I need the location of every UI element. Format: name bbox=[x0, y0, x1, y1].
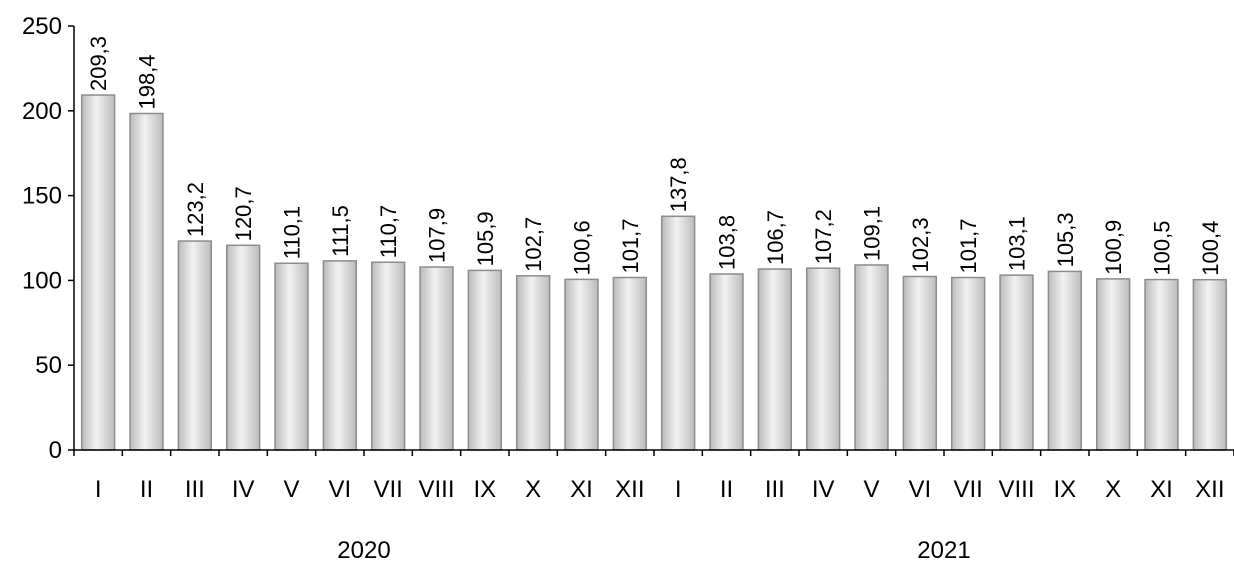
x-tick-label: IX bbox=[473, 476, 496, 503]
bar-value-label: 103,1 bbox=[1005, 216, 1030, 271]
bar bbox=[1047, 270, 1083, 451]
bar bbox=[274, 262, 309, 451]
x-tick-label: X bbox=[525, 476, 541, 503]
bar-value-label: 123,2 bbox=[183, 182, 208, 237]
bar bbox=[902, 275, 938, 451]
bar-value-label: 111,5 bbox=[328, 205, 353, 257]
x-tick-label: XII bbox=[1195, 476, 1224, 503]
bar bbox=[419, 266, 454, 451]
x-tick-label: X bbox=[1105, 476, 1121, 503]
x-tick-label: IV bbox=[232, 476, 255, 503]
bar bbox=[564, 278, 599, 451]
x-tick-label: VI bbox=[328, 476, 351, 503]
y-tick-label: 100 bbox=[22, 267, 62, 294]
bar bbox=[225, 244, 261, 451]
bar bbox=[1095, 278, 1131, 451]
bar bbox=[177, 240, 213, 451]
bar-value-label: 100,4 bbox=[1198, 221, 1223, 276]
bar bbox=[950, 276, 986, 451]
bar-value-label: 103,8 bbox=[715, 215, 740, 270]
x-tick-label: VIII bbox=[418, 476, 454, 503]
bar bbox=[854, 264, 889, 451]
bar-value-label: 110,1 bbox=[280, 206, 305, 259]
bar bbox=[1192, 278, 1228, 451]
bar-value-label: 105,3 bbox=[1053, 212, 1078, 267]
x-tick-label: XII bbox=[615, 476, 644, 503]
x-tick-label: V bbox=[863, 476, 879, 503]
bar bbox=[612, 276, 648, 451]
bar bbox=[467, 269, 503, 451]
year-group-label: 2021 bbox=[917, 537, 970, 561]
bar-value-label: 109,1 bbox=[860, 206, 885, 261]
x-tick-label: I bbox=[675, 476, 682, 503]
bar-value-label: 102,3 bbox=[908, 217, 933, 272]
bar-value-label: 102,7 bbox=[521, 217, 546, 272]
x-tick-label: IV bbox=[812, 476, 835, 503]
x-tick-label: VI bbox=[908, 476, 931, 503]
y-tick-label: 50 bbox=[35, 352, 62, 379]
x-tick-label: XI bbox=[1150, 476, 1173, 503]
x-tick-label: II bbox=[720, 476, 733, 503]
x-tick-label: IX bbox=[1053, 476, 1076, 503]
bar-value-label: 209,3 bbox=[86, 36, 111, 91]
bar bbox=[515, 275, 551, 451]
bar bbox=[757, 268, 793, 451]
bar bbox=[370, 261, 406, 451]
bar-value-label: 101,7 bbox=[956, 218, 981, 273]
x-tick-label: I bbox=[95, 476, 102, 503]
bar bbox=[129, 112, 164, 451]
x-tick-label: II bbox=[140, 476, 153, 503]
bar-value-label: 107,2 bbox=[811, 209, 836, 264]
bar-value-label: 101,7 bbox=[618, 218, 643, 273]
bar-value-label: 110,7 bbox=[376, 205, 401, 258]
x-tick-label: V bbox=[283, 476, 299, 503]
year-group-label: 2020 bbox=[337, 537, 390, 561]
bar-value-label: 137,8 bbox=[666, 157, 691, 212]
y-tick-label: 150 bbox=[22, 183, 62, 210]
bar bbox=[322, 260, 358, 451]
data-labels-layer: 209,3 198,4 123,2 120,7 110,1 111,5 110,7 107,9… bbox=[86, 36, 1223, 276]
bar bbox=[80, 94, 116, 451]
bar-value-label: 198,4 bbox=[135, 54, 160, 109]
bar bbox=[709, 273, 744, 451]
y-tick-label: 250 bbox=[22, 13, 62, 40]
bar-value-label: 100,9 bbox=[1101, 220, 1126, 275]
bar bbox=[805, 267, 841, 451]
bar bbox=[1144, 278, 1179, 451]
x-tick-label: III bbox=[185, 476, 205, 503]
bar-value-label: 100,5 bbox=[1150, 220, 1175, 275]
x-tick-label: VIII bbox=[998, 476, 1034, 503]
y-tick-label: 0 bbox=[49, 437, 62, 464]
x-tick-label: VII bbox=[953, 476, 982, 503]
x-tick-label: VII bbox=[373, 476, 402, 503]
bar-value-label: 107,9 bbox=[425, 208, 450, 263]
x-tick-label: XI bbox=[570, 476, 593, 503]
bar bbox=[660, 215, 696, 451]
bar-value-label: 120,7 bbox=[231, 186, 256, 241]
bar-value-label: 105,9 bbox=[473, 211, 498, 266]
y-tick-label: 200 bbox=[22, 98, 62, 125]
bar-value-label: 100,6 bbox=[570, 220, 595, 275]
bar bbox=[999, 274, 1034, 451]
x-tick-label: III bbox=[765, 476, 785, 503]
bar-value-label: 106,7 bbox=[763, 210, 788, 265]
bars-layer bbox=[80, 94, 1228, 451]
